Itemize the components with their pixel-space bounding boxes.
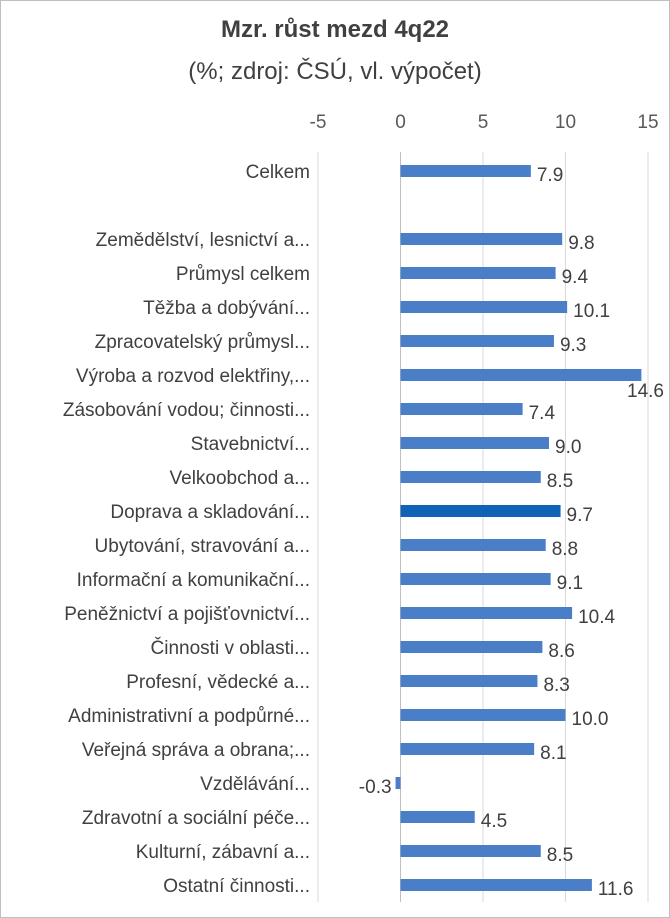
data-label: 8.1	[540, 743, 566, 764]
bar	[400, 811, 475, 823]
category-label: Výroba a rozvod elektřiny,...	[76, 366, 310, 387]
bar	[400, 539, 546, 551]
category-label: Ubytování, stravování a...	[95, 536, 310, 557]
x-tick-label: 10	[555, 112, 576, 133]
bar	[400, 301, 568, 313]
category-label: Celkem	[246, 162, 310, 183]
bar	[400, 233, 563, 245]
category-label: Kulturní, zábavní a...	[136, 842, 310, 863]
bar	[400, 845, 541, 857]
category-label: Činnosti v oblasti...	[151, 637, 310, 659]
data-label: 14.6	[627, 381, 664, 402]
category-label: Zásobování vodou; činnosti...	[63, 400, 310, 421]
category-label: Zdravotní a sociální péče...	[82, 808, 310, 829]
category-label: Vzdělávání...	[200, 774, 310, 795]
data-label: 9.1	[557, 573, 583, 594]
chart-title: Mzr. růst mezd 4q22	[220, 16, 450, 43]
data-label: 8.3	[543, 675, 569, 696]
data-label: 9.3	[560, 335, 586, 356]
data-label: 10.0	[572, 709, 609, 730]
bar	[400, 709, 566, 721]
bar	[400, 641, 543, 653]
data-label: 8.6	[548, 641, 574, 662]
bar	[400, 335, 554, 347]
data-label: 9.8	[568, 233, 594, 254]
data-label: 9.7	[567, 505, 593, 526]
category-label: Průmysl celkem	[176, 264, 310, 285]
category-label: Informační a komunikační...	[77, 570, 310, 591]
category-label: Ostatní činnosti...	[163, 876, 310, 897]
bar	[400, 743, 535, 755]
category-label: Zpracovatelský průmysl...	[95, 332, 310, 353]
category-label: Profesní, vědecké a...	[126, 672, 310, 693]
data-label: -0.3	[359, 777, 392, 798]
data-label: 4.5	[481, 811, 507, 832]
data-label: 8.5	[547, 845, 573, 866]
data-label: 10.1	[573, 301, 610, 322]
category-label: Administrativní a podpůrné...	[68, 706, 310, 727]
bar	[400, 267, 556, 279]
data-label: 11.6	[598, 879, 634, 900]
x-tick-label: 0	[395, 112, 406, 133]
category-label: Stavebnictví...	[191, 434, 310, 455]
bar	[400, 505, 561, 517]
data-label: 10.4	[578, 607, 615, 628]
data-label: 7.4	[529, 403, 556, 424]
x-tick-label: -5	[310, 112, 327, 133]
category-label: Těžba a dobývání...	[143, 298, 310, 319]
category-label: Peněžnictví a pojišťovnictví...	[64, 604, 310, 625]
data-label: 9.4	[562, 267, 589, 288]
chart-subtitle: (%; zdroj: ČSÚ, vl. výpočet)	[188, 58, 482, 85]
category-label: Zemědělství, lesnictví a...	[96, 230, 310, 251]
bar	[400, 471, 541, 483]
x-tick-label: 5	[478, 112, 489, 133]
bar	[400, 165, 531, 177]
category-label: Doprava a skladování...	[110, 502, 310, 523]
data-label: 9.0	[555, 437, 581, 458]
bar	[400, 879, 592, 891]
bar	[400, 403, 523, 415]
x-tick-label: 15	[637, 112, 658, 133]
data-label: 8.5	[547, 471, 573, 492]
category-label: Velkoobchod a...	[170, 468, 311, 489]
bar	[400, 437, 549, 449]
bar	[400, 573, 551, 585]
category-label: Veřejná správa a obrana;...	[82, 740, 310, 761]
data-label: 8.8	[552, 539, 578, 560]
bar	[400, 607, 573, 619]
bar	[395, 777, 401, 789]
data-label: 7.9	[537, 165, 563, 186]
bar	[400, 369, 642, 381]
bar	[400, 675, 538, 687]
